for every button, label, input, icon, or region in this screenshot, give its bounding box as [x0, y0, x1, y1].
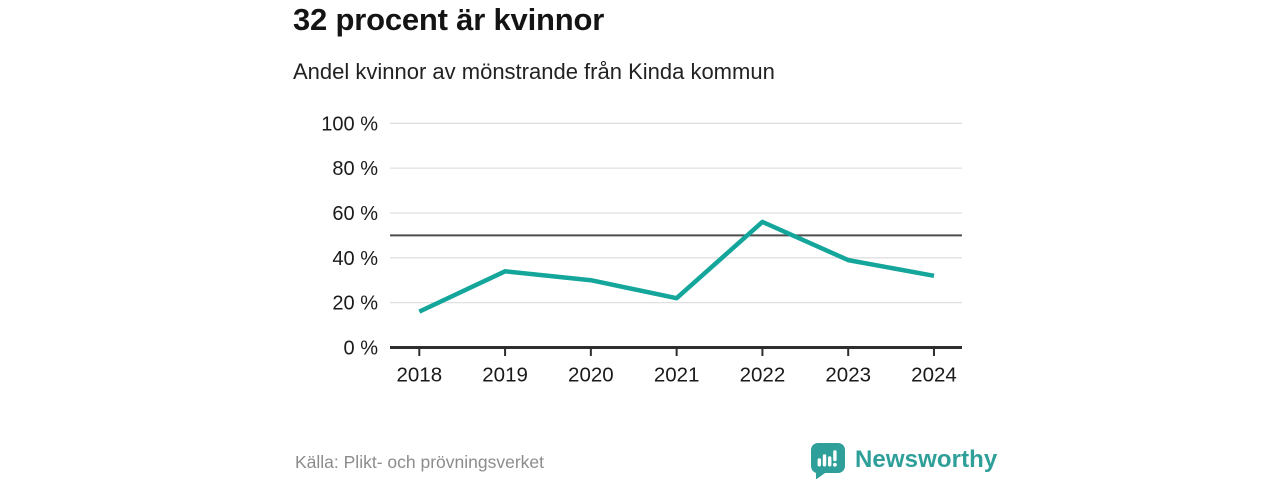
x-axis-label: 2021: [654, 364, 700, 387]
x-axis-label: 2018: [396, 364, 442, 387]
y-axis-label: 40 %: [332, 248, 378, 270]
newsworthy-icon: [811, 442, 845, 479]
line-chart: 0 % 20 % 40 % 60 % 80 % 100 % 2018 2019 2020 2021…: [321, 113, 962, 387]
y-axis-label: 60 %: [332, 203, 378, 225]
chart-subtitle: Andel kvinnor av mönstrande från Kinda k…: [293, 59, 775, 84]
y-axis-label: 20 %: [332, 293, 378, 315]
brand-logo: Newsworthy: [810, 441, 997, 479]
chart-title: 32 procent är kvinnor: [293, 2, 605, 37]
brand-name: Newsworthy: [855, 446, 998, 473]
bar-chart-glyph: [817, 449, 837, 467]
x-axis-label: 2020: [568, 364, 614, 387]
x-axis-label: 2024: [911, 364, 957, 387]
x-axis-label: 2023: [825, 364, 871, 387]
y-axis-label: 100 %: [321, 113, 378, 135]
y-axis-label: 0 %: [344, 338, 379, 360]
data-line: [418, 219, 935, 314]
y-axis-label: 80 %: [332, 158, 378, 180]
x-axis-label: 2022: [740, 364, 786, 387]
source-note: Källa: Plikt- och prövningsverket: [295, 452, 544, 472]
x-axis-label: 2019: [482, 364, 528, 387]
